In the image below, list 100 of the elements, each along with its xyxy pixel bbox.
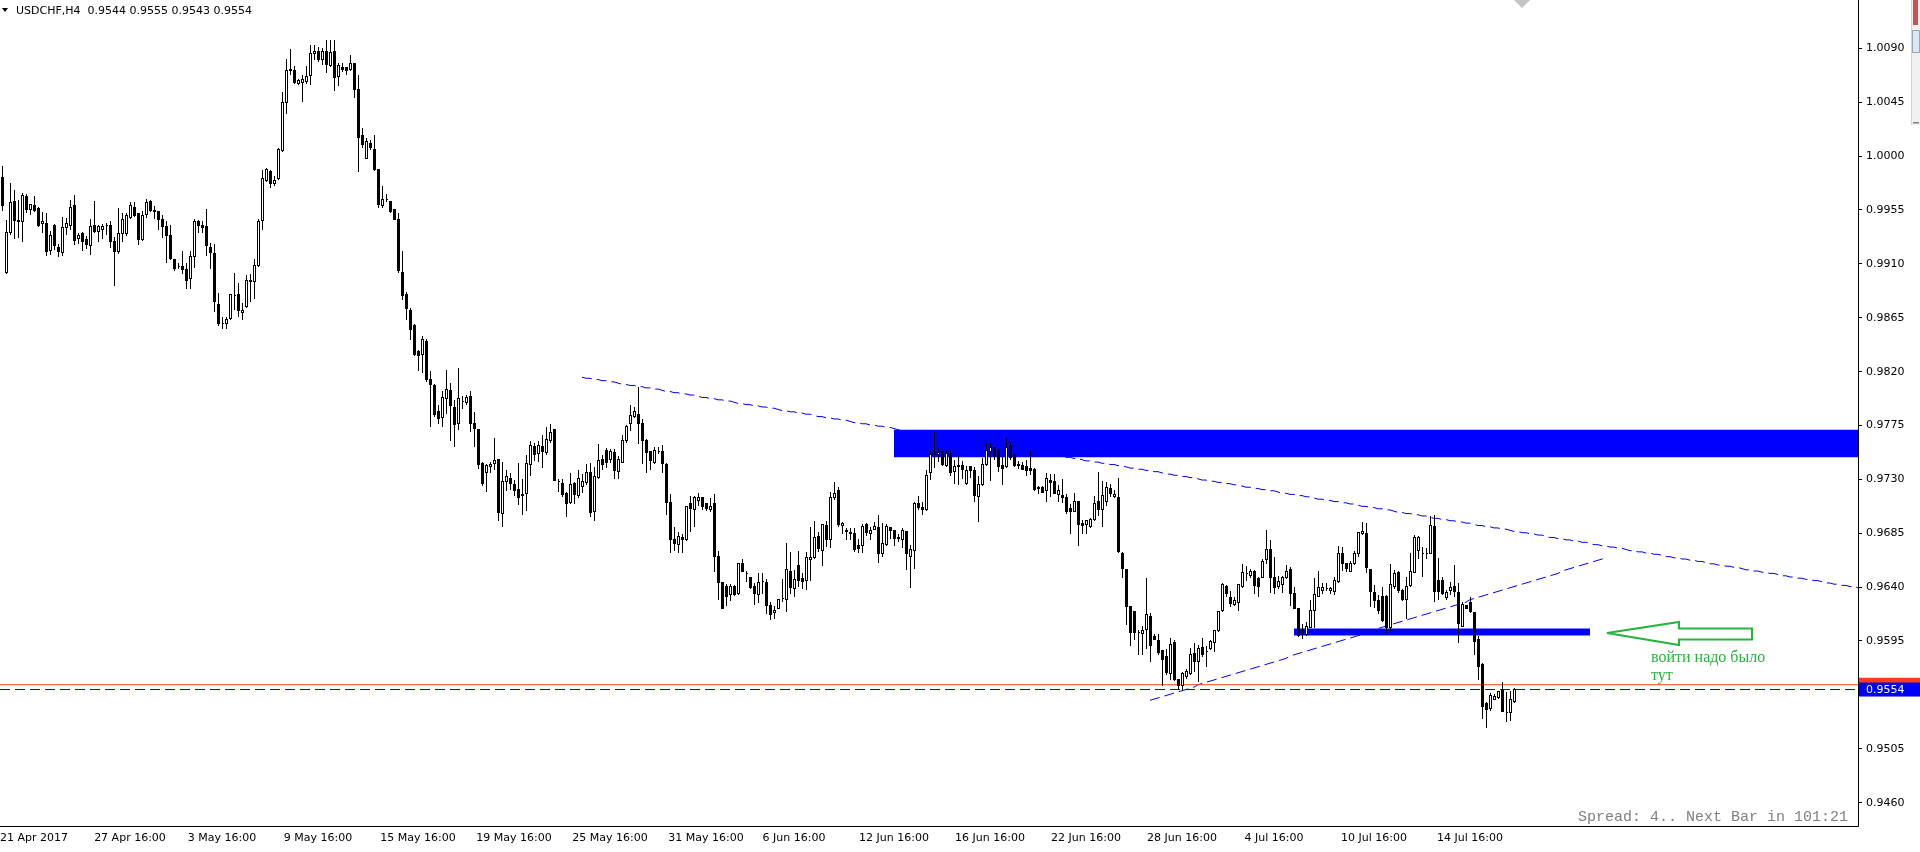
candlestick (325, 39, 328, 74)
x-tick-label: 15 May 16:00 (380, 831, 456, 844)
candlestick (693, 495, 696, 528)
candlestick (553, 428, 556, 482)
candlestick (1469, 596, 1472, 614)
x-tick-label: 4 Jul 16:00 (1244, 831, 1304, 844)
candlestick (605, 447, 608, 469)
candlestick (853, 527, 856, 553)
candlestick (1389, 563, 1392, 632)
y-tick-label: 0.9730 (1866, 472, 1905, 486)
candlestick (661, 444, 664, 474)
candlestick (317, 46, 320, 63)
candlestick (1509, 690, 1512, 722)
x-tick-label: 12 Jun 16:00 (859, 831, 929, 844)
candlestick (213, 243, 216, 313)
candlestick (1205, 645, 1208, 668)
x-tick-label: 31 May 16:00 (668, 831, 744, 844)
candlestick (737, 562, 740, 596)
candlestick (1453, 564, 1456, 598)
candlestick (101, 223, 104, 240)
candlestick (1369, 568, 1372, 608)
x-tick-label: 25 May 16:00 (572, 831, 648, 844)
candlestick (1045, 472, 1048, 503)
candlestick (21, 192, 24, 243)
candlestick (61, 216, 64, 257)
candlestick (965, 465, 968, 486)
candlestick (261, 169, 264, 231)
candlestick (45, 212, 48, 257)
candlestick (145, 198, 148, 219)
chart-title: USDCHF,H4 0.9544 0.9555 0.9543 0.9554 (16, 4, 252, 17)
candlestick (773, 605, 776, 620)
candlestick (725, 583, 728, 607)
candlestick (1189, 647, 1192, 676)
candlestick (1169, 637, 1172, 681)
y-tick-label: 0.9460 (1866, 795, 1905, 809)
candlestick (613, 448, 616, 480)
candlestick (785, 542, 788, 613)
candlestick (701, 497, 704, 511)
candlestick (941, 450, 944, 467)
x-tick-label: 27 Apr 16:00 (94, 831, 166, 844)
candlestick (869, 526, 872, 541)
candlestick (1049, 473, 1052, 498)
candlestick (1, 165, 4, 212)
x-tick-label: 19 May 16:00 (476, 831, 552, 844)
x-tick-label: 21 Apr 2017 (0, 831, 69, 844)
candlestick (1181, 671, 1184, 692)
candlestick (501, 461, 504, 528)
candlestick (729, 583, 732, 602)
candlestick (81, 231, 84, 252)
y-tick-label: 1.0090 (1866, 41, 1905, 55)
y-tick-label: 0.9685 (1866, 526, 1905, 540)
annotation: Spread: 4.. Next Bar in 101:21 (1577, 809, 1848, 826)
x-tick-label: 22 Jun 16:00 (1051, 831, 1121, 844)
candlestick (217, 292, 220, 327)
candlestick (1505, 691, 1508, 723)
y-tick-label: 0.9865 (1866, 310, 1905, 324)
candlestick (629, 404, 632, 432)
candlestick (821, 523, 824, 567)
candlestick (173, 258, 176, 272)
candlestick (861, 523, 864, 554)
candlestick (1261, 558, 1264, 579)
candlestick (1365, 522, 1368, 574)
candlestick (677, 531, 680, 554)
candlestick (1113, 489, 1116, 499)
candlestick (1405, 576, 1408, 620)
y-tick-label: 0.9640 (1866, 580, 1905, 594)
x-tick-label: 14 Jul 16:00 (1437, 831, 1503, 844)
candlestick (269, 169, 272, 189)
candlestick (245, 274, 248, 309)
candlestick (205, 208, 208, 257)
x-tick-label: 10 Jul 16:00 (1341, 831, 1407, 844)
candlestick (1245, 565, 1248, 582)
candlestick (777, 598, 780, 610)
candlestick (53, 223, 56, 251)
candlestick (309, 44, 312, 86)
x-tick-label: 9 May 16:00 (283, 831, 353, 844)
candlestick (397, 212, 400, 274)
candlestick (1253, 569, 1256, 595)
candlestick (845, 527, 848, 541)
y-tick-label: 0.9955 (1866, 202, 1905, 216)
y-tick-label: 0.9910 (1866, 256, 1905, 270)
candlestick (957, 455, 960, 486)
y-tick-label: 0.9595 (1866, 633, 1905, 647)
y-tick-label: 1.0045 (1866, 95, 1905, 109)
candlestick (1421, 546, 1424, 578)
y-tick-label: 0.9775 (1866, 418, 1905, 432)
candlestick (141, 210, 144, 242)
line-series (581, 376, 1858, 589)
candlestick (229, 293, 232, 321)
candlestick (893, 529, 896, 547)
candlestick (333, 39, 336, 92)
candlestick (1433, 514, 1436, 603)
candlestick (589, 462, 592, 518)
ref-line-label: 0.9554 (1866, 683, 1905, 697)
candlestick (1137, 629, 1140, 656)
candlestick (73, 194, 76, 246)
y-tick-label: 0.9820 (1866, 364, 1905, 378)
candlestick (485, 463, 488, 493)
y-tick-label: 0.9505 (1866, 741, 1905, 755)
candlestick (1221, 582, 1224, 613)
